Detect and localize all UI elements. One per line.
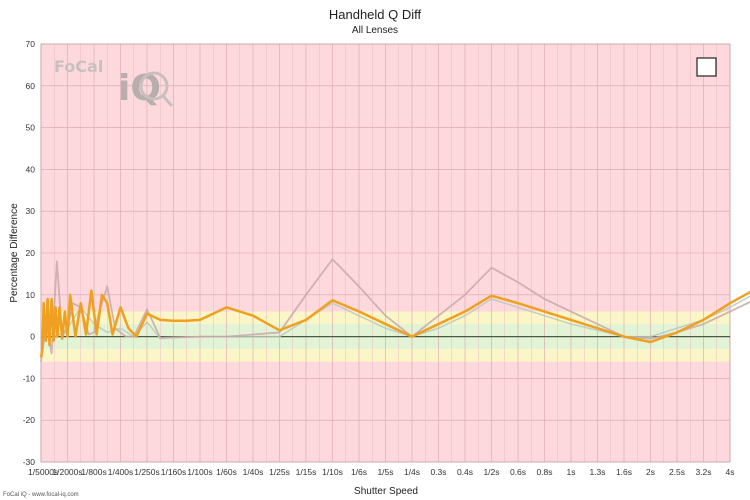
plot-border (40, 43, 731, 463)
x-tick-label: 1/5000s (28, 467, 58, 477)
series-group (39, 258, 750, 362)
x-tick-label: 1.6s (616, 467, 632, 477)
x-tick-label: 1/60s (216, 467, 237, 477)
y-tick-label: 10 (26, 290, 36, 300)
y-tick-label: -10 (23, 373, 36, 383)
x-tick-label: 1/6s (351, 467, 367, 477)
legend-toggle-checkbox[interactable] (696, 57, 717, 77)
focal-iq-logo: FoCal iQ (54, 57, 174, 109)
y-tick-label: -30 (23, 457, 36, 467)
logo-text-focal: FoCal (54, 57, 103, 76)
x-tick-label: 4s (726, 467, 735, 477)
x-tick-label: 1/100s (187, 467, 213, 477)
y-tick-label: -20 (23, 415, 36, 425)
x-tick-label: 1/5s (377, 467, 393, 477)
x-tick-label: 1/15s (296, 467, 317, 477)
x-tick-label: 0.4s (457, 467, 473, 477)
y-tick-label: 40 (26, 164, 36, 174)
x-tick-label: 1/800s (81, 467, 107, 477)
x-tick-label: 2s (646, 467, 655, 477)
x-tick-label: 1/400s (108, 467, 134, 477)
y-tick-label: 70 (26, 39, 36, 49)
gridlines (40, 43, 731, 463)
logo-magnifier-icon (139, 71, 169, 101)
series-line-1 (40, 258, 750, 362)
x-tick-label: 3.2s (695, 467, 711, 477)
x-tick-label: 1/40s (243, 467, 264, 477)
y-tick-label: 50 (26, 123, 36, 133)
y-tick-label: 60 (26, 81, 36, 91)
x-tick-label: 1.3s (589, 467, 605, 477)
x-tick-label: 0.3s (430, 467, 446, 477)
x-tick-label: 1/2000s (52, 467, 82, 477)
y-tick-label: 30 (26, 206, 36, 216)
credit-text: FoCal iQ - www.focal-iq.com (3, 492, 79, 498)
x-tick-label: 1/25s (269, 467, 290, 477)
x-tick-label: 1/4s (404, 467, 420, 477)
y-axis: -30 -20 -10 0 10 20 30 40 50 60 70 (23, 39, 36, 467)
x-tick-label: 1/2s (483, 467, 499, 477)
series-line-0 (39, 289, 750, 358)
y-tick-label: 20 (26, 248, 36, 258)
x-tick-label: 1s (567, 467, 576, 477)
x-axis-label: Shutter Speed (354, 486, 418, 497)
x-tick-label: 0.6s (510, 467, 526, 477)
x-tick-label: 0.8s (536, 467, 552, 477)
y-axis-label: Percentage Difference (9, 203, 20, 303)
chart-subtitle: All Lenses (352, 25, 398, 36)
logo-text-iq: iQ (118, 68, 161, 109)
y-tick-label: 0 (30, 332, 35, 342)
logo-magnifier-handle (161, 94, 174, 108)
x-tick-label: 1/250s (134, 467, 160, 477)
x-tick-label: 1/160s (161, 467, 187, 477)
x-tick-label: 1/10s (322, 467, 343, 477)
chart-title: Handheld Q Diff (329, 7, 422, 22)
x-tick-label: 2.5s (669, 467, 685, 477)
